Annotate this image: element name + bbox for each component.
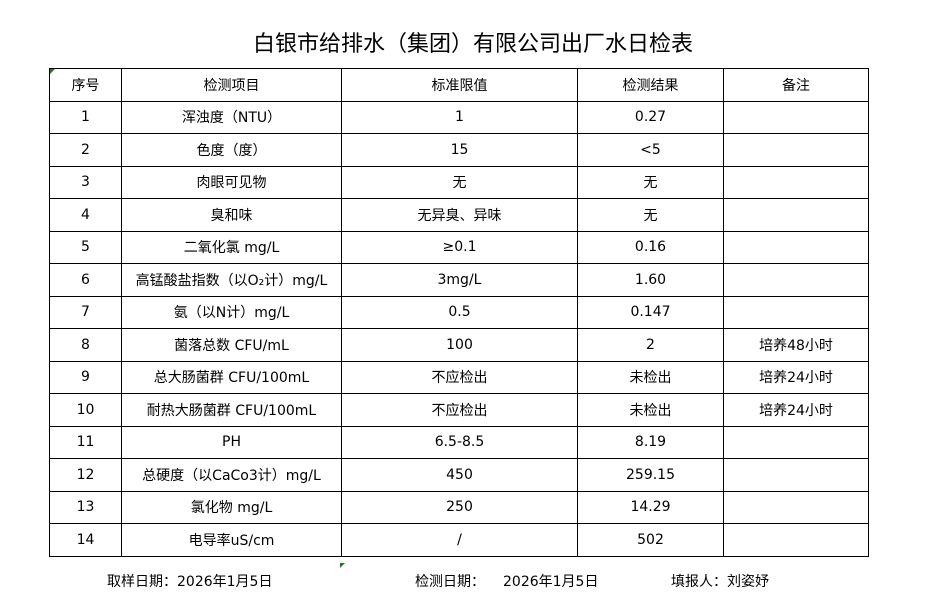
cell-remark[interactable]: 培养24小时 <box>723 393 869 427</box>
table-row: 2 色度（度） 15 <5 <box>49 133 869 167</box>
table-row: 12 总硬度（以CaCo3计）mg/L 450 259.15 <box>49 458 869 492</box>
cell-result[interactable]: 0.27 <box>577 100 724 134</box>
header-item[interactable]: 检测项目 <box>121 68 342 102</box>
cell-standard[interactable]: / <box>341 523 578 557</box>
table-row: 3 肉眼可见物无无 <box>49 165 869 199</box>
sampling-date: 取样日期：2026年1月5日 <box>107 574 273 590</box>
cell-result[interactable]: 2 <box>577 328 724 362</box>
cell-index[interactable]: 4 <box>49 198 122 232</box>
cell-index[interactable]: 9 <box>49 360 122 394</box>
table-row: 10 耐热大肠菌群 CFU/100mL 不应检出 未检出 培养24小时 <box>49 393 869 427</box>
cell-remark[interactable] <box>723 425 869 459</box>
cell-result[interactable]: 0.16 <box>577 230 724 264</box>
table-row: 9 总大肠菌群 CFU/100mL 不应检出 未检出 培养24小时 <box>49 360 869 394</box>
cell-result[interactable]: 14.29 <box>577 490 724 524</box>
cell-item[interactable]: 色度（度） <box>121 133 342 167</box>
cell-standard[interactable]: 450 <box>341 458 578 492</box>
cell-index[interactable]: 6 <box>49 263 122 297</box>
cell-remark[interactable] <box>723 165 869 199</box>
cell-result[interactable]: 1.60 <box>577 263 724 297</box>
cell-standard[interactable]: 250 <box>341 490 578 524</box>
cell-remark[interactable] <box>723 458 869 492</box>
cell-item[interactable]: 二氧化氯 mg/L <box>121 230 342 264</box>
header-standard[interactable]: 标准限值 <box>341 68 578 102</box>
table-row: 11 PH 6.5-8.5 8.19 <box>49 425 869 459</box>
cell-index[interactable]: 2 <box>49 133 122 167</box>
cell-result[interactable]: 259.15 <box>577 458 724 492</box>
cell-index[interactable]: 12 <box>49 458 122 492</box>
cell-index[interactable]: 1 <box>49 100 122 134</box>
cell-index[interactable]: 5 <box>49 230 122 264</box>
header-row: 序号 检测项目 标准限值 检测结果 备注 <box>49 68 869 102</box>
cell-standard[interactable]: 不应检出 <box>341 393 578 427</box>
cell-item[interactable]: 氨（以N计）mg/L <box>121 295 342 329</box>
cell-index[interactable]: 10 <box>49 393 122 427</box>
cell-remark[interactable] <box>723 100 869 134</box>
cell-result[interactable]: 未检出 <box>577 393 724 427</box>
cell-standard[interactable]: 1 <box>341 100 578 134</box>
cell-item[interactable]: PH <box>121 425 342 459</box>
testing-date: 2026年1月5日 <box>503 574 599 590</box>
cell-remark[interactable] <box>723 295 869 329</box>
cell-remark[interactable] <box>723 198 869 232</box>
table-row: 7 氨（以N计）mg/L 0.5 0.147 <box>49 295 869 329</box>
cell-result[interactable]: 未检出 <box>577 360 724 394</box>
cell-result[interactable]: <5 <box>577 133 724 167</box>
table-row: 13 氯化物 mg/L 250 14.29 <box>49 490 869 524</box>
cell-remark[interactable] <box>723 523 869 557</box>
cell-result[interactable]: 8.19 <box>577 425 724 459</box>
cell-result[interactable]: 0.147 <box>577 295 724 329</box>
cell-result[interactable]: 502 <box>577 523 724 557</box>
cell-standard[interactable]: 0.5 <box>341 295 578 329</box>
cell-item[interactable]: 臭和味 <box>121 198 342 232</box>
table-row: 5 二氧化氯 mg/L ≥0.1 0.16 <box>49 230 869 264</box>
cell-item[interactable]: 总大肠菌群 CFU/100mL <box>121 360 342 394</box>
cell-standard[interactable]: 无 <box>341 165 578 199</box>
table-row: 14 电导率uS/cm/502 <box>49 523 869 557</box>
cell-item[interactable]: 浑浊度（NTU） <box>121 100 342 134</box>
cell-standard[interactable]: 不应检出 <box>341 360 578 394</box>
cell-item[interactable]: 总硬度（以CaCo3计）mg/L <box>121 458 342 492</box>
cell-index[interactable]: 7 <box>49 295 122 329</box>
cell-index[interactable]: 13 <box>49 490 122 524</box>
cell-remark[interactable]: 培养48小时 <box>723 328 869 362</box>
cell-result[interactable]: 无 <box>577 198 724 232</box>
inspection-table: 序号 检测项目 标准限值 检测结果 备注 1 浑浊度（NTU） 1 0.27 2 色度（度） 15 <5… <box>49 68 869 557</box>
cell-standard[interactable]: 6.5-8.5 <box>341 425 578 459</box>
cell-marker <box>340 563 345 568</box>
cell-index[interactable]: 3 <box>49 165 122 199</box>
table-row: 1 浑浊度（NTU） 1 0.27 <box>49 100 869 134</box>
cell-remark[interactable] <box>723 133 869 167</box>
cell-item[interactable]: 氯化物 mg/L <box>121 490 342 524</box>
page-title: 白银市给排水（集团）有限公司出厂水日检表 <box>252 32 693 57</box>
header-index[interactable]: 序号 <box>49 68 122 102</box>
cell-remark[interactable] <box>723 230 869 264</box>
cell-index[interactable]: 8 <box>49 328 122 362</box>
reporter: 填报人：刘姿妤 <box>671 574 769 590</box>
header-remark[interactable]: 备注 <box>723 68 869 102</box>
table-row: 8 菌落总数 CFU/mL 100 2 培养48小时 <box>49 328 869 362</box>
cell-standard[interactable]: 15 <box>341 133 578 167</box>
table-row: 4 臭和味 无异臭、异味无 <box>49 198 869 232</box>
cell-item[interactable]: 电导率uS/cm <box>121 523 342 557</box>
cell-item[interactable]: 菌落总数 CFU/mL <box>121 328 342 362</box>
cell-remark[interactable] <box>723 263 869 297</box>
cell-item[interactable]: 高锰酸盐指数（以O₂计）mg/L <box>121 263 342 297</box>
cell-standard[interactable]: 100 <box>341 328 578 362</box>
cell-item[interactable]: 耐热大肠菌群 CFU/100mL <box>121 393 342 427</box>
cell-index[interactable]: 14 <box>49 523 122 557</box>
cell-standard[interactable]: 3mg/L <box>341 263 578 297</box>
cell-result[interactable]: 无 <box>577 165 724 199</box>
testing-date-label: 检测日期： <box>415 574 485 590</box>
cell-index[interactable]: 11 <box>49 425 122 459</box>
table-row: 6 高锰酸盐指数（以O₂计）mg/L 3mg/L 1.60 <box>49 263 869 297</box>
header-result[interactable]: 检测结果 <box>577 68 724 102</box>
cell-standard[interactable]: 无异臭、异味 <box>341 198 578 232</box>
cell-remark[interactable] <box>723 490 869 524</box>
cell-remark[interactable]: 培养24小时 <box>723 360 869 394</box>
cell-item[interactable]: 肉眼可见物 <box>121 165 342 199</box>
cell-standard[interactable]: ≥0.1 <box>341 230 578 264</box>
